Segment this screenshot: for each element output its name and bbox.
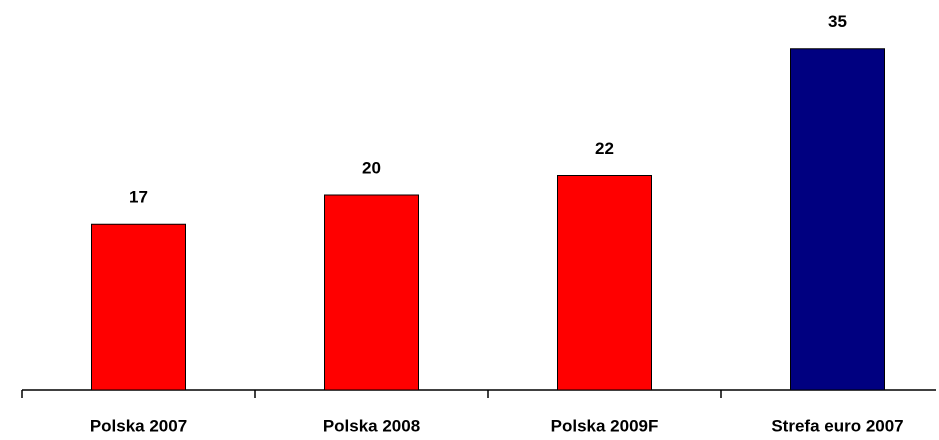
x-tick-label: Polska 2008 [323, 416, 420, 435]
x-tick-label: Polska 2007 [90, 416, 187, 435]
data-label: 20 [362, 158, 381, 177]
data-label: 35 [828, 12, 847, 31]
data-label: 22 [595, 139, 614, 158]
bar [91, 223, 186, 391]
bar [324, 194, 419, 391]
bar [790, 48, 885, 391]
bar [557, 175, 652, 391]
x-tick-label: Polska 2009F [551, 416, 659, 435]
data-label: 17 [129, 188, 148, 207]
x-tick-label: Strefa euro 2007 [771, 416, 903, 435]
